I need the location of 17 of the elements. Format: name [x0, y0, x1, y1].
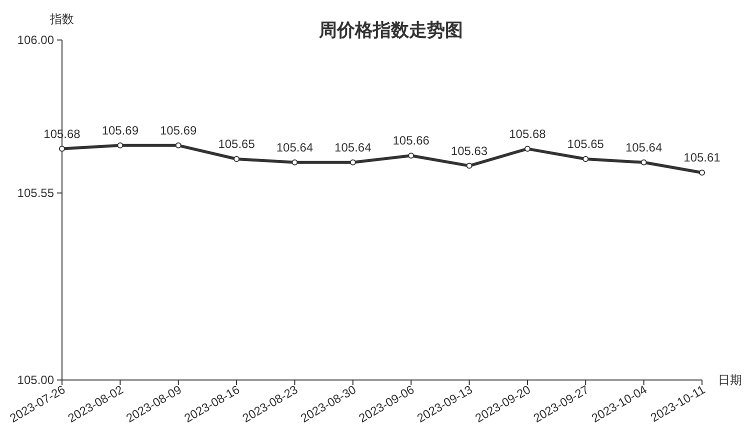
ytick: 106.00 — [17, 33, 54, 47]
data-label: 105.64 — [334, 140, 372, 154]
ytick: 105.00 — [17, 373, 54, 387]
data-label: 105.68 — [509, 126, 546, 141]
ylabel: 指数 — [50, 12, 74, 26]
data-label: 105.64 — [625, 140, 662, 154]
title: 周价格指数走势图 — [319, 20, 463, 40]
data-label: 105.66 — [392, 134, 430, 148]
data-label: 105.69 — [160, 123, 197, 138]
data-label: 105.63 — [450, 144, 488, 158]
data-label: 105.61 — [684, 150, 720, 165]
data-label: 105.65 — [218, 137, 255, 151]
ytick: 105.55 — [17, 186, 54, 200]
xlabel: 日期 — [718, 373, 742, 387]
data-label: 105.65 — [567, 137, 604, 151]
data-label: 105.64 — [276, 140, 314, 154]
data-label: 105.69 — [102, 123, 139, 138]
